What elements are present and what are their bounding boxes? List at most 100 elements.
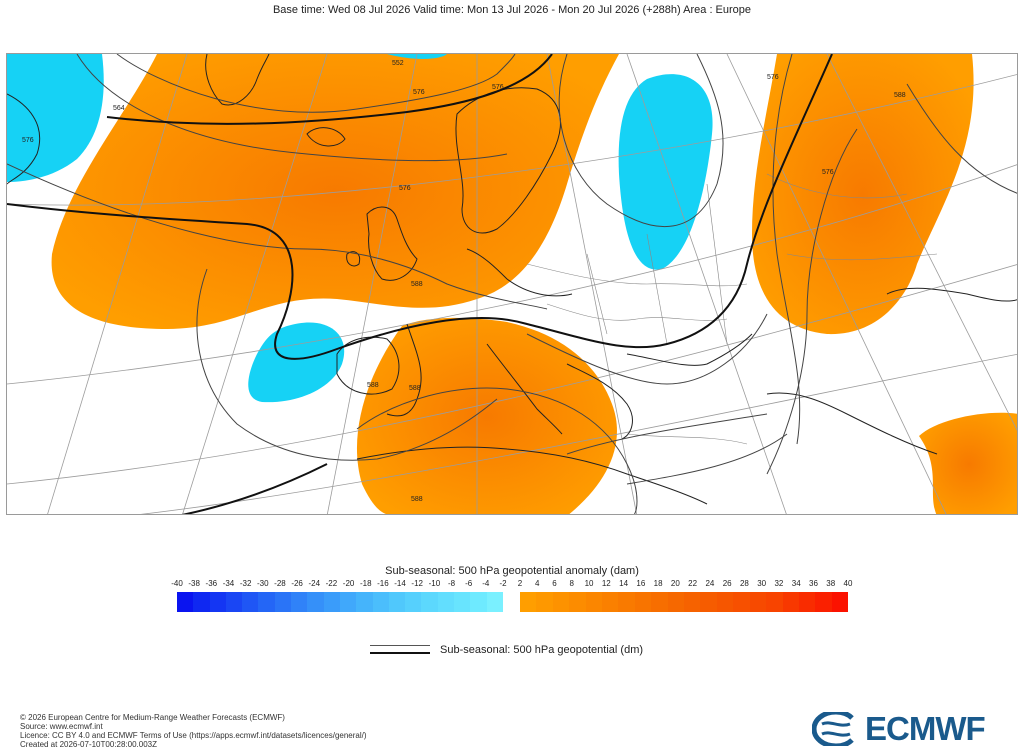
colorbar-tick-label: 38 <box>826 579 836 588</box>
contour-label: 552 <box>392 60 404 67</box>
negative-anomaly-iberia-west <box>248 322 345 403</box>
colorbar-swatch <box>486 592 503 612</box>
colorbar-ticks: -40 -38 -36 -34 -32 -30 -28 -26 -24 -22 -20 -18 -16-… <box>0 579 1024 591</box>
colorbar-tick-label: -2 <box>499 579 507 588</box>
contour-labels: 552 564 576 576 576 588 588 588 588 576 … <box>22 60 906 503</box>
colorbar-tick-label: 36 <box>809 579 818 588</box>
negative-anomaly-northwest <box>7 54 104 182</box>
colorbar-tick-label: 30 <box>757 579 767 588</box>
colorbar-swatch <box>716 592 734 612</box>
colorbar-tick-label: 18 <box>653 579 663 588</box>
colorbar-swatch <box>634 592 652 612</box>
colorbar-tick-label: -4 <box>482 579 490 588</box>
colorbar-swatch <box>602 592 619 612</box>
colorbar-swatch <box>405 592 422 612</box>
colorbar-swatch <box>372 592 389 612</box>
colorbar-tick-label: 28 <box>739 579 749 588</box>
colorbar-swatch <box>356 592 373 612</box>
contour-label: 576 <box>767 74 779 81</box>
colorbar-positive <box>520 592 849 612</box>
ecmwf-logo-text: ECMWF <box>865 710 986 747</box>
colorbar-tick-label: -26 <box>291 579 303 588</box>
positive-anomaly-north-atlantic <box>51 54 620 329</box>
borders <box>526 173 938 445</box>
colorbar-swatch <box>569 592 586 612</box>
colorbar-swatch <box>618 592 635 612</box>
colorbar-tick-label: 12 <box>601 579 611 588</box>
colorbar-tick-label: 8 <box>569 579 575 588</box>
colorbar-swatch <box>782 592 799 612</box>
colorbar-tick-label: 2 <box>517 579 523 588</box>
colorbar-tick-label: 22 <box>688 579 698 588</box>
colorbar-tick-label: 16 <box>636 579 646 588</box>
contour-label: 588 <box>894 92 906 99</box>
contour-label: 576 <box>413 89 425 96</box>
colorbar-tick-label: -10 <box>428 579 441 588</box>
negative-anomaly-scandinavia-east <box>618 74 713 270</box>
colorbar-swatch <box>585 592 603 612</box>
colorbar-tick-label: 34 <box>791 579 801 588</box>
colorbar-swatch <box>667 592 685 612</box>
contour-label: 576 <box>492 84 504 91</box>
colorbar-tick-label: -36 <box>205 579 218 588</box>
geopotential-contours-thick <box>7 54 833 514</box>
created-line: Created at 2026-07-10T00:28:00.003Z <box>20 740 157 749</box>
colorbar-swatch <box>831 592 849 612</box>
colorbar-negative <box>177 592 503 612</box>
colorbar-swatch <box>225 592 243 612</box>
colorbar-tick-label: -18 <box>359 579 372 588</box>
colorbar-tick-label: -32 <box>239 579 252 588</box>
colorbar-tick-label: 40 <box>843 579 853 588</box>
colorbar-tick-label: -16 <box>377 579 389 588</box>
colorbar-tick-label: 10 <box>584 579 594 588</box>
colorbar-swatch <box>470 592 487 612</box>
ecmwf-logo-icon <box>812 712 854 746</box>
contour-label: 588 <box>367 382 379 389</box>
geopotential-legend-label: Sub-seasonal: 500 hPa geopotential (dm) <box>440 644 644 656</box>
colorbar-tick-label: -38 <box>188 579 200 588</box>
anomaly-map: 552 564 576 576 576 588 588 588 588 576 … <box>7 54 1017 514</box>
licence-line: Licence: CC BY 4.0 and ECMWF Terms of Us… <box>20 731 367 740</box>
colorbar-tick-label: -20 <box>342 579 355 588</box>
colorbar-swatch <box>815 592 832 612</box>
colorbar-tick-label: -12 <box>411 579 423 588</box>
geopotential-legend: Sub-seasonal: 500 hPa geopotential (dm) <box>370 642 690 662</box>
colorbar-swatch <box>421 592 438 612</box>
colorbar-swatch <box>684 592 701 612</box>
contour-label: 576 <box>822 169 834 176</box>
colorbar-swatch <box>193 592 210 612</box>
colorbar-swatch <box>291 592 308 612</box>
colorbar-swatch <box>733 592 750 612</box>
colorbar-swatch <box>177 592 194 612</box>
colorbar-swatch <box>749 592 767 612</box>
colorbar-tick-label: 32 <box>774 579 784 588</box>
positive-anomaly-southeast <box>919 412 1017 514</box>
colorbar-tick-label: 24 <box>705 579 715 588</box>
geopotential-contours-thin <box>7 54 1017 514</box>
contour-label: 576 <box>22 137 34 144</box>
map-panel: 552 564 576 576 576 588 588 588 588 576 … <box>6 53 1018 515</box>
footer-credits: © 2026 European Centre for Medium-Range … <box>20 713 367 749</box>
colorbar-tick-label: -40 <box>171 579 183 588</box>
negative-anomaly-north <box>387 54 447 59</box>
colorbar-tick-label: -6 <box>465 579 473 588</box>
colorbar-tick-label: -24 <box>308 579 321 588</box>
colorbar-tick-label: 6 <box>552 579 557 588</box>
colorbar-swatch <box>209 592 226 612</box>
copyright-line: © 2026 European Centre for Medium-Range … <box>20 713 285 722</box>
colorbar-swatch <box>274 592 292 612</box>
contour-label: 564 <box>113 105 125 112</box>
contour-label: 588 <box>409 385 421 392</box>
coastlines <box>7 54 1017 505</box>
colorbar-swatch <box>651 592 668 612</box>
colorbar-tick-label: 26 <box>722 579 732 588</box>
colorbar-swatch <box>454 592 471 612</box>
colorbar-swatch <box>552 592 570 612</box>
colorbar-swatch <box>307 592 324 612</box>
anomaly-legend-title: Sub-seasonal: 500 hPa geopotential anoma… <box>385 565 639 577</box>
colorbar-swatch <box>798 592 816 612</box>
positive-anomaly-east <box>752 54 974 335</box>
colorbar-tick-label: -22 <box>325 579 338 588</box>
colorbar-swatch <box>520 592 537 612</box>
colorbar-swatch <box>323 592 340 612</box>
